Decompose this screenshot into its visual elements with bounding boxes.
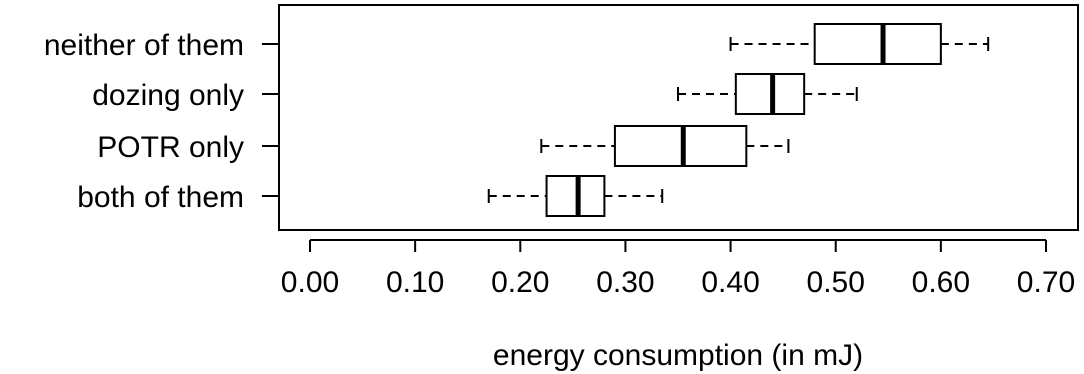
y-axis: neither of them dozing only POTR only both … xyxy=(44,29,279,214)
iqr-box xyxy=(545,175,606,217)
y-tick-label: POTR only xyxy=(97,131,244,164)
x-axis-title: energy consumption (in mJ) xyxy=(493,339,863,372)
iqr-box xyxy=(734,73,806,115)
x-tick-label: 0.10 xyxy=(386,266,444,299)
x-tick-label: 0.30 xyxy=(596,266,654,299)
y-tick-label: dozing only xyxy=(92,79,244,112)
plot-frame xyxy=(278,4,1079,231)
x-tick-label: 0.60 xyxy=(912,266,970,299)
box-3 xyxy=(540,125,790,167)
iqr-box xyxy=(813,23,942,65)
x-tick-label: 0.50 xyxy=(807,266,865,299)
x-tick-label: 0.70 xyxy=(1017,266,1075,299)
iqr-box xyxy=(613,125,748,167)
x-axis: 0.00 0.10 0.20 0.30 0.40 0.50 0.60 0.70 xyxy=(281,239,1075,299)
box-1 xyxy=(729,23,990,65)
y-tick-label: both of them xyxy=(77,181,244,214)
box-2 xyxy=(677,73,858,115)
x-tick-label: 0.20 xyxy=(491,266,549,299)
y-tick-label: neither of them xyxy=(44,29,244,62)
x-tick-label: 0.00 xyxy=(281,266,339,299)
box-group xyxy=(487,23,990,217)
x-tick-label: 0.40 xyxy=(701,266,759,299)
box-4 xyxy=(487,175,664,217)
